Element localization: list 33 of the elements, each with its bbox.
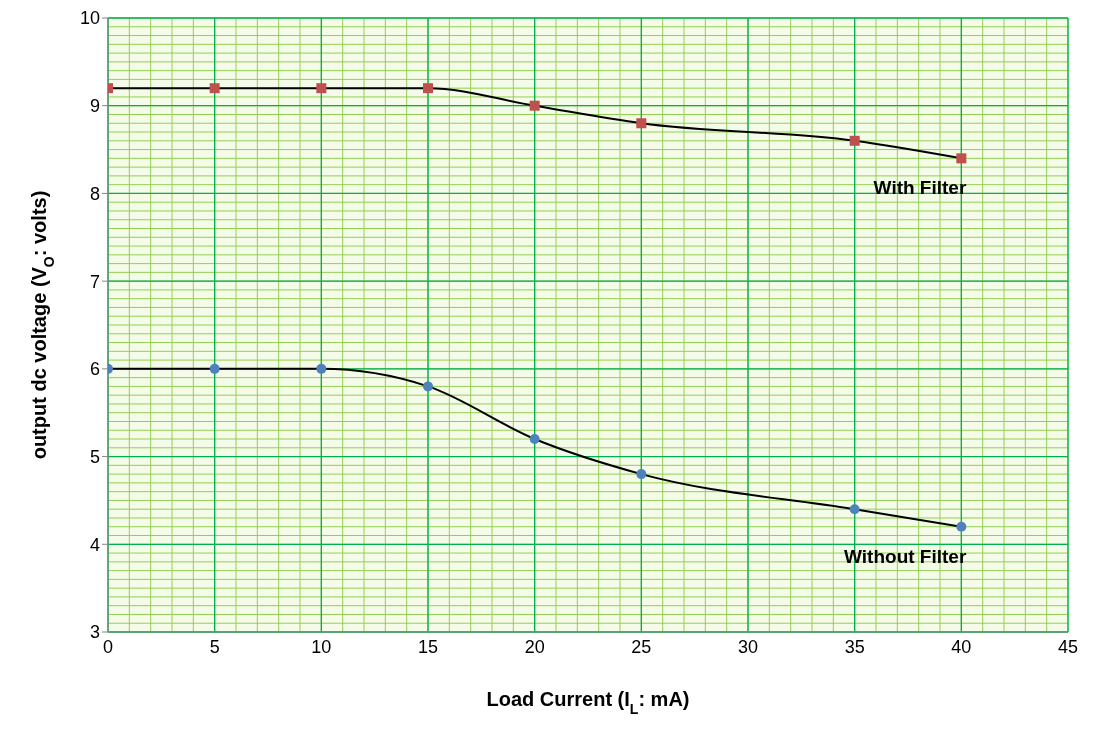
point: [529, 100, 540, 111]
point: [209, 363, 220, 374]
x-tick-label: 5: [209, 636, 220, 657]
x-tick-label: 40: [951, 636, 972, 657]
x-axis-title: Load Current (I$_{L}$: mA): [486, 688, 690, 717]
x-tick-label: 20: [524, 636, 545, 657]
point: [209, 83, 220, 94]
point: [316, 363, 327, 374]
point: [636, 469, 647, 480]
point: [529, 434, 540, 445]
x-tick-label: 15: [417, 636, 439, 657]
x-tick-label: 25: [631, 636, 652, 657]
y-tick-label: 3: [89, 622, 100, 643]
point: [849, 504, 860, 515]
y-tick-label: 4: [89, 534, 100, 555]
x-tick-label: 35: [844, 636, 865, 657]
y-tick-label: 6: [89, 359, 100, 380]
point: [316, 83, 327, 94]
point: [636, 118, 647, 129]
y-tick-label: 7: [89, 271, 100, 292]
x-tick-label: 45: [1057, 636, 1079, 657]
x-tick-label: 30: [737, 636, 759, 657]
point: [423, 381, 433, 392]
point: [956, 521, 967, 532]
x-tick-label: 0: [102, 636, 114, 657]
point: [423, 83, 433, 94]
point: [849, 135, 860, 146]
y-tick-label: 9: [89, 96, 100, 117]
y-tick-label: 5: [89, 446, 100, 467]
y-tick-label: 10: [79, 8, 100, 29]
y-tick-label: 8: [89, 183, 100, 204]
point: [956, 153, 967, 164]
x-tick-label: 10: [311, 636, 332, 657]
